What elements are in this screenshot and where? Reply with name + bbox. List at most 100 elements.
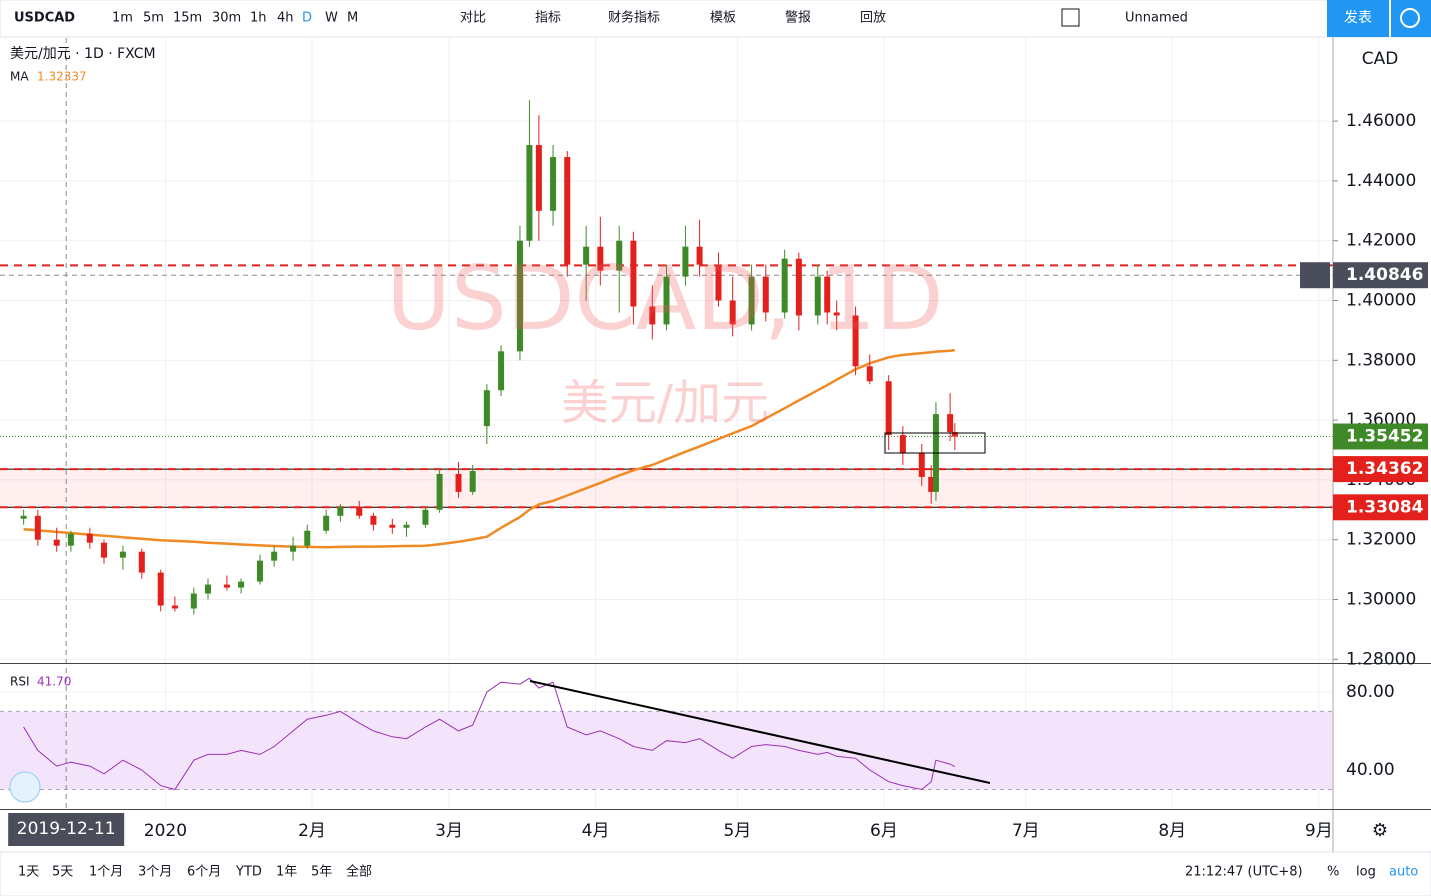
- ma-name: MA: [10, 70, 29, 84]
- icon[interactable]: [1400, 8, 1420, 28]
- candle-body: [526, 145, 533, 241]
- y-tick-label: 1.28000: [1346, 649, 1416, 669]
- candle-body: [34, 515, 41, 540]
- y-tick-label: 1.38000: [1346, 350, 1416, 370]
- toolbar-button[interactable]: 模板: [710, 11, 736, 26]
- icon[interactable]: [1061, 8, 1080, 27]
- replay-button[interactable]: [1391, 0, 1431, 37]
- watermark: 美元/加元: [561, 375, 769, 431]
- candle-body: [564, 156, 571, 265]
- candle-body: [323, 515, 330, 531]
- candle-body: [238, 581, 245, 588]
- publish-button[interactable]: [1327, 0, 1389, 37]
- currency-box: [1355, 45, 1405, 72]
- candle-body: [138, 551, 145, 573]
- candle-body: [53, 539, 60, 546]
- interval[interactable]: 15m: [173, 11, 202, 26]
- candle-body: [682, 246, 689, 277]
- interval[interactable]: 1h: [250, 11, 267, 26]
- candle-body: [119, 551, 126, 558]
- candle-body: [597, 246, 604, 271]
- crosshair-date-box: [8, 813, 125, 846]
- range-button[interactable]: YTD: [235, 865, 262, 880]
- price-label-box: [1333, 423, 1428, 450]
- y-tick-label: 1.46000: [1346, 111, 1416, 131]
- candle-body: [157, 572, 164, 606]
- interval[interactable]: W: [325, 11, 338, 26]
- candle-body: [304, 530, 311, 546]
- range-button[interactable]: 全部: [346, 864, 372, 880]
- candle-body: [729, 300, 736, 325]
- crosshair-date: 2019-12-11: [17, 819, 116, 839]
- interval[interactable]: 4h: [277, 11, 294, 26]
- scale-option[interactable]: auto: [1389, 865, 1418, 880]
- candle-body: [290, 545, 297, 552]
- interval[interactable]: 1m: [112, 11, 133, 26]
- range-button[interactable]: 5天: [52, 865, 73, 880]
- toolbar-button[interactable]: 回放: [860, 11, 886, 26]
- toolbar-button[interactable]: 指标: [535, 11, 561, 26]
- interval[interactable]: 30m: [212, 11, 241, 26]
- candle-body: [271, 551, 278, 561]
- candle-body: [469, 470, 476, 492]
- rsi-band: [0, 711, 1333, 790]
- toolbar: [0, 0, 1431, 38]
- candle-body: [516, 240, 523, 352]
- toolbar-button[interactable]: 警报: [785, 10, 811, 26]
- candle-body: [928, 476, 935, 492]
- price-label: 1.33084: [1346, 497, 1424, 517]
- layout-name[interactable]: Unnamed: [1125, 11, 1188, 26]
- range-button[interactable]: 1年: [276, 865, 297, 880]
- trend-line: [529, 680, 991, 784]
- candle-body: [422, 509, 429, 525]
- rsi-value: 41.70: [37, 675, 71, 689]
- candle-body: [498, 351, 505, 391]
- logo[interactable]: [9, 771, 41, 803]
- candle-body: [866, 366, 873, 382]
- candle-body: [86, 533, 93, 543]
- candle-body: [630, 240, 637, 307]
- candle-body: [715, 264, 722, 301]
- x-tick-label: 3月: [435, 821, 463, 841]
- interval[interactable]: M: [347, 11, 358, 26]
- toolbar-button[interactable]: 对比: [460, 11, 486, 26]
- symbol[interactable]: USDCAD: [14, 11, 75, 26]
- interval[interactable]: 5m: [143, 11, 164, 26]
- ma-line: [23, 348, 955, 549]
- y2-tick-label: 80.00: [1346, 682, 1395, 702]
- scale-option[interactable]: log: [1356, 865, 1376, 880]
- candle-body: [781, 258, 788, 313]
- candle-body: [824, 276, 831, 313]
- crosshair-plus[interactable]: [1300, 262, 1330, 289]
- price-label: 1.34362: [1346, 459, 1423, 479]
- x-tick-label: 6月: [870, 821, 898, 841]
- y-tick-label: 1.30000: [1346, 590, 1416, 610]
- range-button[interactable]: 3个月: [138, 865, 172, 880]
- x-tick-label: 5月: [723, 821, 751, 841]
- interval[interactable]: D: [302, 11, 312, 26]
- scale-option[interactable]: %: [1327, 865, 1339, 880]
- publish-label[interactable]: 发表: [1344, 10, 1372, 26]
- range-button[interactable]: 6个月: [187, 865, 221, 880]
- crosshair-price: 1.40846: [1346, 265, 1423, 285]
- candle-body: [337, 506, 344, 516]
- candle-body: [190, 593, 197, 609]
- candle-body: [947, 414, 954, 433]
- price-label-box: [1333, 494, 1428, 521]
- rsi-line: [23, 677, 956, 791]
- candle-body: [951, 432, 958, 437]
- settings-icon[interactable]: ⚙: [1372, 820, 1388, 841]
- candle-body: [20, 515, 27, 519]
- candle-body: [795, 258, 802, 316]
- candle-body: [616, 240, 623, 271]
- candle-body: [204, 584, 211, 594]
- ma-value: 1.32337: [37, 70, 87, 84]
- candle-body: [223, 584, 230, 588]
- candle-body: [918, 453, 925, 477]
- candle-body: [748, 276, 755, 325]
- range-button[interactable]: 1个月: [89, 865, 123, 880]
- range-button[interactable]: 1天: [18, 865, 39, 880]
- range-button[interactable]: 5年: [311, 865, 332, 880]
- toolbar-button[interactable]: 财务指标: [608, 10, 660, 26]
